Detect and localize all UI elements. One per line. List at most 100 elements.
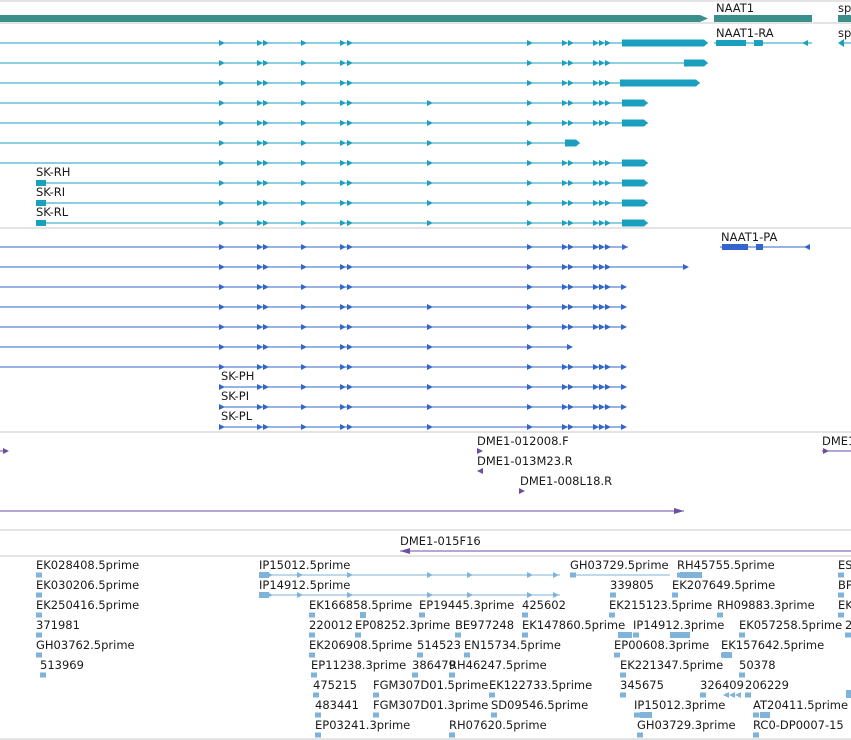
est-label[interactable]: EK250416.5prime bbox=[36, 598, 140, 612]
est-label[interactable]: EK207649.5prime bbox=[672, 578, 776, 592]
est-label[interactable]: SD09546.5prime bbox=[491, 698, 589, 712]
est-feature[interactable] bbox=[36, 592, 42, 598]
est-label[interactable]: EP08252.3prime bbox=[355, 618, 451, 632]
est-feature[interactable] bbox=[753, 712, 759, 718]
est-feature[interactable] bbox=[620, 672, 626, 678]
clone-label[interactable]: DME1-015F16 bbox=[400, 534, 481, 548]
est-feature[interactable] bbox=[745, 692, 751, 698]
est-label[interactable]: EK215123.5prime bbox=[609, 598, 713, 612]
est-label[interactable]: 425602 bbox=[522, 598, 566, 612]
est-feature[interactable] bbox=[419, 612, 425, 618]
est-feature[interactable] bbox=[614, 652, 620, 658]
est-label[interactable]: IP15012.5prime bbox=[259, 558, 351, 572]
transcript-ra-row[interactable] bbox=[0, 119, 648, 127]
est-feature[interactable] bbox=[373, 712, 379, 718]
transcript-pa-row[interactable] bbox=[0, 244, 628, 250]
gene-track[interactable] bbox=[0, 15, 851, 22]
est-label[interactable]: EK221347.5prime bbox=[620, 658, 724, 672]
transcript-pa-row[interactable] bbox=[0, 344, 573, 350]
transcript-pa-row[interactable] bbox=[219, 404, 627, 410]
est-feature[interactable] bbox=[449, 732, 455, 738]
transcript-pa-row[interactable] bbox=[0, 284, 627, 290]
transcript-ra-row[interactable] bbox=[0, 139, 580, 147]
transcript-ra-label[interactable]: SK-RI bbox=[36, 185, 66, 199]
est-feature[interactable] bbox=[634, 712, 640, 718]
est-feature[interactable] bbox=[838, 572, 844, 578]
transcript-pa-label[interactable]: SK-PH bbox=[221, 369, 255, 383]
est-label[interactable]: BE977248 bbox=[455, 618, 515, 632]
transcript-ra-row[interactable] bbox=[0, 59, 708, 67]
est-feature[interactable] bbox=[845, 632, 851, 638]
est-feature[interactable] bbox=[417, 652, 423, 658]
est-label[interactable]: RC0-DP0007-15 bbox=[753, 718, 844, 732]
est-spans[interactable] bbox=[259, 572, 851, 718]
est-label[interactable]: EN15734.5prime bbox=[464, 638, 561, 652]
est-label[interactable]: 386479 bbox=[412, 658, 456, 672]
est-feature[interactable] bbox=[464, 652, 470, 658]
clone-label[interactable]: DME1 bbox=[822, 434, 851, 448]
naat1-pa-feature[interactable] bbox=[720, 244, 810, 250]
est-feature[interactable] bbox=[753, 732, 759, 738]
est-label[interactable]: EK122733.5prime bbox=[489, 678, 593, 692]
transcript-ra-label[interactable]: SK-RH bbox=[36, 165, 71, 179]
est-feature[interactable] bbox=[40, 672, 46, 678]
est-feature[interactable] bbox=[620, 692, 626, 698]
neighbor-gene-label[interactable]: sp bbox=[838, 1, 851, 15]
est-label[interactable]: GH03729.3prime bbox=[637, 718, 736, 732]
clone-label[interactable]: DME1-012008.F bbox=[477, 434, 569, 448]
est-label[interactable]: EK157642.5prime bbox=[721, 638, 825, 652]
est-label[interactable]: EK057258.5prime bbox=[739, 618, 843, 632]
est-label[interactable]: RH46247.5prime bbox=[449, 658, 547, 672]
est-label[interactable]: FGM307D01.3prime bbox=[373, 698, 489, 712]
est-label[interactable]: EK147860.5prime bbox=[522, 618, 626, 632]
est-feature[interactable] bbox=[838, 592, 844, 598]
est-label[interactable]: EP11238.3prime bbox=[311, 658, 407, 672]
est-label[interactable]: 326409 bbox=[700, 678, 744, 692]
transcript-pa-row[interactable] bbox=[0, 364, 627, 370]
neighbor-transcript-label[interactable]: sp bbox=[838, 26, 851, 40]
transcript-ra-row[interactable] bbox=[0, 79, 700, 87]
est-label[interactable]: RH07620.5prime bbox=[449, 718, 547, 732]
est-label[interactable]: IP15012.3prime bbox=[634, 698, 726, 712]
est-label[interactable]: 513969 bbox=[40, 658, 84, 672]
est-label[interactable]: 50378 bbox=[739, 658, 776, 672]
est-label[interactable]: 206229 bbox=[745, 678, 789, 692]
est-feature[interactable] bbox=[355, 632, 361, 638]
est-label[interactable]: 371981 bbox=[36, 618, 80, 632]
est-label[interactable]: RH09883.3prime bbox=[717, 598, 815, 612]
est-feature[interactable] bbox=[315, 712, 321, 718]
est-feature[interactable] bbox=[489, 692, 495, 698]
est-feature[interactable] bbox=[311, 672, 317, 678]
est-label[interactable]: 220012 bbox=[309, 618, 353, 632]
est-label[interactable]: BP bbox=[838, 578, 851, 592]
est-label[interactable]: EP00608.3prime bbox=[614, 638, 710, 652]
est-label[interactable]: 514523 bbox=[417, 638, 461, 652]
est-label[interactable]: 483441 bbox=[315, 698, 359, 712]
est-feature[interactable] bbox=[739, 672, 745, 678]
est-feature[interactable] bbox=[522, 632, 528, 638]
est-feature[interactable] bbox=[610, 592, 616, 598]
est-feature[interactable] bbox=[838, 612, 844, 618]
est-label[interactable]: EP03241.3prime bbox=[315, 718, 411, 732]
est-label[interactable]: IP14912.3prime bbox=[633, 618, 725, 632]
gene-label[interactable]: NAAT1 bbox=[716, 1, 755, 15]
transcript-pa-row[interactable] bbox=[0, 324, 627, 330]
naat1-ra-label[interactable]: NAAT1-RA bbox=[716, 26, 774, 40]
est-feature[interactable] bbox=[373, 692, 379, 698]
est-feature[interactable] bbox=[491, 712, 497, 718]
est-feature[interactable] bbox=[637, 732, 643, 738]
est-feature[interactable] bbox=[36, 572, 42, 578]
est-feature[interactable] bbox=[36, 652, 42, 658]
est-label[interactable]: EK030206.5prime bbox=[36, 578, 140, 592]
est-feature[interactable] bbox=[36, 612, 42, 618]
est-label[interactable]: EK166858.5prime bbox=[309, 598, 413, 612]
transcript-ra-row[interactable] bbox=[36, 219, 648, 227]
est-label[interactable]: EP19445.3prime bbox=[419, 598, 515, 612]
est-feature[interactable] bbox=[739, 632, 745, 638]
transcript-ra-row[interactable] bbox=[36, 199, 648, 207]
transcript-pa-label[interactable]: SK-PL bbox=[221, 409, 253, 423]
transcript-ra-row[interactable] bbox=[0, 159, 648, 167]
est-label[interactable]: ES bbox=[838, 558, 851, 572]
est-label[interactable]: EK206908.5prime bbox=[309, 638, 413, 652]
